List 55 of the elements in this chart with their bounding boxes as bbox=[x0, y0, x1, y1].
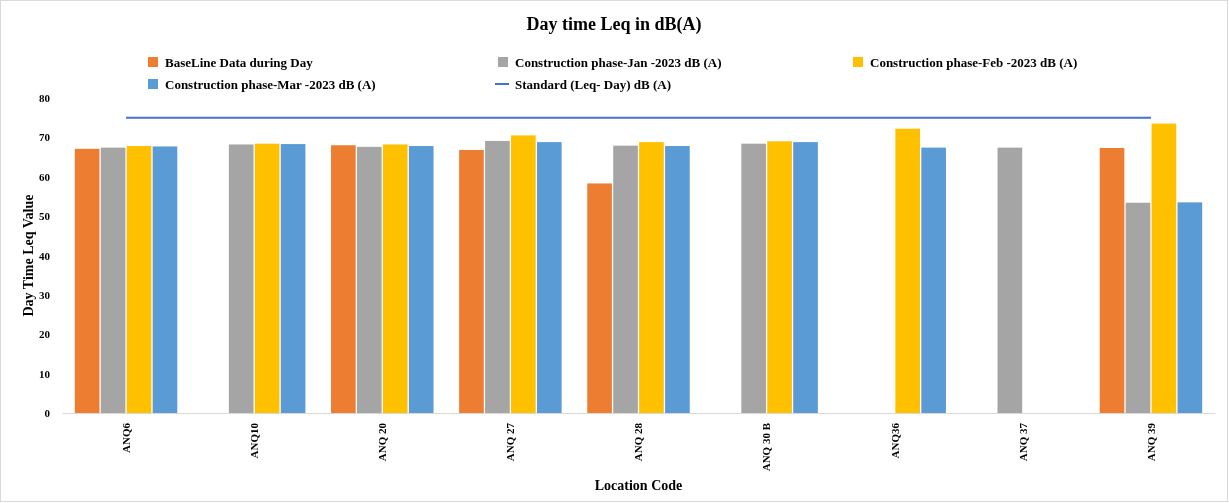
chart-title: Day time Leq in dB(A) bbox=[526, 14, 702, 35]
x-tick-label: ANQ 27 bbox=[504, 422, 517, 462]
y-tick-label: 80 bbox=[39, 92, 51, 105]
bar bbox=[767, 141, 792, 413]
x-tick-label: ANQ10 bbox=[248, 422, 261, 459]
legend-label: Construction phase-Mar -2023 dB (A) bbox=[165, 76, 376, 92]
bar bbox=[485, 140, 510, 413]
bar bbox=[74, 148, 100, 413]
y-tick-label: 30 bbox=[39, 288, 51, 301]
bar bbox=[280, 144, 306, 413]
legend-label: Standard (Leq- Day) dB (A) bbox=[515, 76, 672, 92]
legend-label: Construction phase-Feb -2023 dB (A) bbox=[870, 54, 1078, 70]
bar bbox=[408, 146, 434, 413]
bar bbox=[665, 146, 690, 413]
bar bbox=[228, 144, 254, 413]
y-tick-label: 50 bbox=[39, 210, 51, 223]
y-tick-label: 10 bbox=[39, 367, 51, 380]
bar bbox=[1125, 202, 1151, 413]
bar bbox=[331, 145, 356, 413]
x-tick-label: ANQ 20 bbox=[376, 422, 389, 462]
bar bbox=[100, 147, 126, 413]
bar bbox=[793, 142, 818, 413]
x-tick-label: ANQ 37 bbox=[1016, 422, 1029, 462]
x-tick-label: ANQ 39 bbox=[1144, 422, 1157, 462]
bar bbox=[356, 146, 382, 413]
bar bbox=[1151, 123, 1177, 413]
bar bbox=[536, 142, 562, 413]
bar bbox=[997, 147, 1023, 413]
x-tick-label: ANQ6 bbox=[119, 422, 132, 453]
bar bbox=[459, 149, 484, 413]
y-tick-label: 70 bbox=[39, 131, 51, 144]
bar bbox=[921, 147, 946, 413]
bar bbox=[126, 146, 152, 413]
x-axis-title: Location Code bbox=[594, 478, 683, 493]
legend-label: Construction phase-Jan -2023 dB (A) bbox=[515, 54, 722, 70]
bar bbox=[587, 183, 612, 413]
bar bbox=[511, 135, 536, 413]
x-tick-label: ANQ 30 B bbox=[760, 422, 773, 472]
legend-label: BaseLine Data during Day bbox=[165, 54, 314, 70]
x-tick-label: ANQ36 bbox=[888, 422, 901, 459]
bar bbox=[639, 142, 664, 413]
x-tick-label: ANQ 28 bbox=[632, 422, 645, 462]
bar bbox=[152, 146, 178, 413]
bar bbox=[741, 143, 766, 413]
y-tick-label: 60 bbox=[39, 170, 51, 183]
bar bbox=[1177, 202, 1203, 413]
y-tick-label: 0 bbox=[44, 407, 51, 420]
y-tick-label: 40 bbox=[39, 249, 51, 262]
y-tick-label: 20 bbox=[39, 328, 51, 341]
y-axis-title: Day Time Leq Value bbox=[21, 194, 36, 317]
bar bbox=[895, 128, 921, 413]
bar bbox=[613, 145, 638, 413]
bar bbox=[1099, 148, 1125, 413]
bar bbox=[254, 143, 280, 413]
bar bbox=[382, 144, 408, 413]
